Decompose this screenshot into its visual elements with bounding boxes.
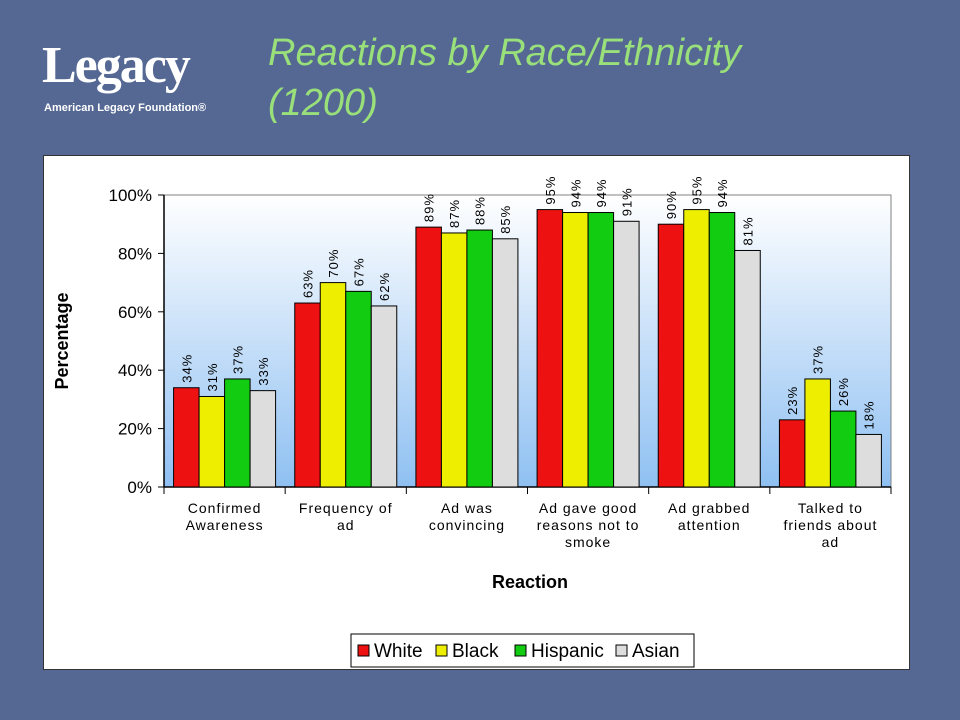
data-label: 89% [422,193,437,222]
legend-label-black: Black [452,641,499,662]
data-label: 95% [690,176,705,205]
legend-label-asian: Asian [632,641,680,662]
category-label: Talked to friends about ad [783,500,877,550]
bar-asian [734,249,761,488]
bar-white [536,209,564,488]
data-label: 34% [179,354,194,383]
data-label: 94% [568,178,583,207]
bar-black [683,209,710,488]
y-tick-label: 20% [118,420,152,439]
bar-hispanic [224,378,251,488]
bar-hispanic [708,212,736,488]
data-label: 87% [447,199,462,228]
data-label: 23% [785,386,800,415]
data-label: 70% [326,249,341,278]
category-label: Ad was convincing [429,500,505,533]
y-tick-label: 40% [118,361,152,380]
data-label: 85% [498,205,513,234]
bar-black [562,212,589,488]
bar-hispanic [829,410,857,488]
y-axis-title: Percentage [52,292,72,389]
logo-wordmark: Legacy [42,37,191,94]
data-label: 90% [664,190,679,219]
data-label: 88% [473,196,488,225]
bar-hispanic [587,212,615,488]
data-label: 37% [811,345,826,374]
y-tick-label: 80% [118,244,152,263]
bar-asian [491,238,519,488]
data-label: 18% [862,400,877,429]
bar-asian [249,390,277,488]
data-label: 26% [836,377,851,406]
legend-swatch-asian [615,644,628,657]
bar-asian [855,433,882,488]
legend-swatch-hispanic [514,644,527,657]
bar-hispanic [466,229,493,488]
bar-black [804,378,831,488]
y-tick-label: 0% [127,478,152,497]
bar-white [294,302,321,488]
bar-hispanic [345,290,372,488]
data-label: 62% [377,272,392,301]
legend-swatch-white [357,644,370,657]
slide-title-line-2: (1200) [268,82,378,124]
data-label: 95% [543,176,558,205]
bar-white [173,387,200,488]
legend-label-white: White [374,641,423,662]
y-tick-label: 100% [109,186,152,205]
bar-black [319,282,347,488]
category-label: Ad grabbed attention [668,500,750,533]
bar-white [657,223,685,488]
chart-frame: 0% 20% 40% 60% 80% 100% 34% 31% 37% 33% 63% 70% 67%… [43,155,910,670]
category-label: Ad gave good reasons not to smoke [537,500,640,550]
plot-area [163,194,892,488]
data-label: 33% [256,357,271,386]
bar-chart: 0% 20% 40% 60% 80% 100% 34% 31% 37% 33% 63% 70% 67%… [52,176,892,668]
data-label: 37% [230,345,245,374]
data-label: 91% [619,187,634,216]
legend-label-hispanic: Hispanic [531,641,604,662]
legacy-logo: Legacy American Legacy Foundation® [42,40,232,120]
x-axis-title: Reaction [492,572,568,592]
bar-white [415,226,442,488]
bar-asian [370,305,398,488]
legend-swatch-black [435,644,448,657]
data-label: 94% [594,178,609,207]
y-tick-label: 60% [118,303,152,322]
data-label: 31% [205,362,220,391]
category-label: Confirmed Awareness [186,500,264,533]
bar-asian [613,220,640,488]
category-label: Frequency of ad [299,500,393,533]
data-label: 63% [301,269,316,298]
data-label: 67% [352,257,367,286]
data-label: 94% [715,178,730,207]
slide-title: Reactions by Race/Ethnicity (1200) [268,28,908,128]
slide-title-line-1: Reactions by Race/Ethnicity [268,32,742,74]
bar-black [440,232,468,488]
data-label: 81% [741,216,756,245]
logo-subtitle: American Legacy Foundation® [44,102,207,114]
bar-white [778,419,806,488]
bar-black [198,395,226,488]
